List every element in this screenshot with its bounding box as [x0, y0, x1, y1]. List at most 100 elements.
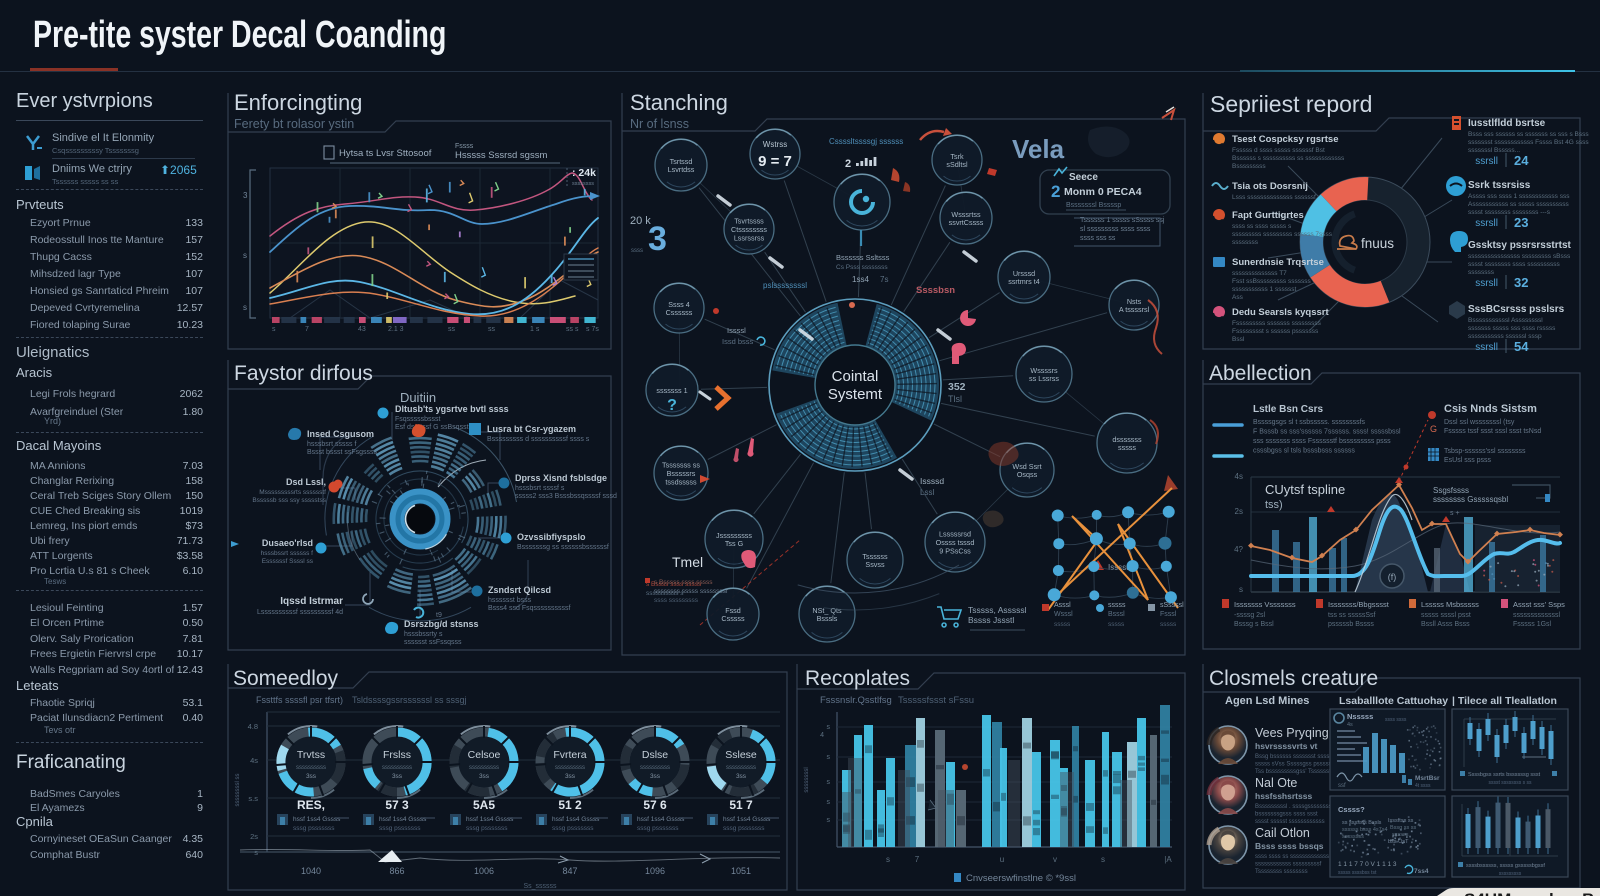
svg-text:s: s — [1101, 855, 1105, 864]
svg-text:Bssssgsgs sl t ssbsssss. sssss: Bssssgsgs sl t ssbsssss. ssssssssfs — [1253, 419, 1366, 426]
svg-text:Fsst ssBsssssssss sssssss: Fsst ssBsssssssss sssssss — [1232, 278, 1311, 285]
svg-text:ssssssssss: ssssssssss — [555, 765, 585, 771]
svg-text:Lssssssssssf sssssssssf 4d: Lssssssssssf sssssssssf 4d — [257, 609, 343, 616]
svg-text:sSdltsl: sSdltsl — [946, 160, 968, 169]
svg-text:sssst ssssssss s ss: sssst ssssssss s ss — [1488, 780, 1532, 786]
svg-text:hsvrssssvrts vt: hsvrssssvrts vt — [1255, 741, 1318, 751]
svg-text:Lssl: Lssl — [920, 488, 934, 497]
svg-text:ssssssss: ssssssss — [1232, 239, 1259, 246]
svg-text:hssf 1ss4 Gssss: hssf 1ss4 Gssss — [293, 816, 341, 823]
svg-text:sssg psssssss: sssg psssssss — [637, 825, 679, 832]
svg-text:43: 43 — [358, 326, 366, 333]
svg-text:Ssss 4: Ssss 4 — [668, 300, 690, 309]
svg-text:sssssssssssssl: sssssssssssssl — [1513, 612, 1561, 619]
svg-text:hsssbsrt sssss f: hsssbsrt sssss f — [307, 441, 356, 448]
svg-text:Sepriiest repord: Sepriiest repord — [1210, 91, 1372, 117]
svg-text:ssss sssssssss: ssss sssssssss — [654, 597, 699, 604]
svg-text:sssssssss: sssssssss — [1499, 871, 1522, 877]
svg-text:Dprss Xisnd fsblsdge: Dprss Xisnd fsblsdge — [515, 473, 607, 483]
svg-text:7ss4: 7ss4 — [1414, 868, 1429, 875]
svg-text:ssssssssl ss: ssssssssl ss — [235, 774, 241, 807]
svg-text:ss Lssrss: ss Lssrss — [1029, 374, 1059, 383]
svg-text:S4UM ss sl ss Bss All: S4UM ss sl ss Bss All — [1464, 890, 1600, 896]
svg-text:ssrsll: ssrsll — [1475, 218, 1498, 229]
svg-text:ssss ssss: ssss ssss — [1385, 717, 1407, 723]
svg-text:1 1 1 7 7 0 V 1 1 1 3: 1 1 1 7 7 0 V 1 1 1 3 — [1338, 861, 1397, 868]
svg-text:Gssktsy pssrsrsstrtst: Gssktsy pssrsrsstrtst — [1468, 240, 1572, 251]
svg-text:sssss: sssss — [1108, 602, 1126, 609]
svg-text:Monm 0 PECA4: Monm 0 PECA4 — [1064, 186, 1142, 198]
svg-text:9 PSsCss: 9 PSsCss — [939, 547, 971, 556]
svg-text:Lusra bt Csr-ygazem: Lusra bt Csr-ygazem — [487, 424, 576, 434]
svg-text:Bsssssb sss ssy ssssstss: Bsssssb sss ssy ssssstss — [252, 497, 326, 504]
svg-text:Bsssssssss d ssssssssssf ssss: Bsssssssss d ssssssssssf ssss s — [487, 436, 590, 443]
svg-text:ssssssssss: ssssssssss — [382, 765, 412, 771]
svg-text:s: s — [243, 251, 247, 260]
svg-text:Dedu Searsls kyqssrt: Dedu Searsls kyqssrt — [1232, 307, 1329, 318]
svg-text:ssssssss: ssssssss — [572, 181, 594, 187]
svg-text:tss): tss) — [1265, 499, 1283, 511]
svg-text:Ferety bt rolasor ystin: Ferety bt rolasor ystin — [234, 117, 354, 131]
svg-text:hsssbssrty s: hsssbssrty s — [404, 631, 443, 638]
svg-text:1006: 1006 — [474, 866, 494, 876]
svg-text:3ss: 3ss — [392, 773, 403, 780]
svg-text:SssBCsrsss psslsrs: SssBCsrsss psslsrs — [1468, 304, 1565, 315]
svg-text:Tsssssfssst sFssu: Tsssssfssst sFssu — [898, 695, 974, 706]
svg-text:sssss: sssss — [1118, 443, 1136, 452]
svg-text:hssfsshsrtsss: hssfsshsrtsss — [1255, 791, 1312, 801]
svg-text:Fsssnslr.Qsstlfsg: Fsssnslr.Qsstlfsg — [820, 695, 892, 706]
svg-text:Bsssssssssssl Assssssssl: Bsssssssssssl Assssssssl — [1468, 317, 1543, 324]
svg-text:3ss: 3ss — [479, 773, 490, 780]
svg-text:Vela: Vela — [1012, 134, 1065, 164]
svg-text:1ss4: 1ss4 — [852, 275, 869, 284]
svg-text:ssssssssss: ssssssssss — [726, 765, 756, 771]
svg-text:24: 24 — [1514, 153, 1529, 168]
svg-text:s: s — [827, 754, 831, 761]
svg-text:ssrsll: ssrsll — [1475, 156, 1498, 167]
svg-text:Csis Nnds Sistsm: Csis Nnds Sistsm — [1444, 403, 1537, 415]
svg-text:bss OsT: bss OsT — [1388, 839, 1409, 845]
svg-text:Hytsa ts Lvsr Sttosoof: Hytsa ts Lvsr Sttosoof — [339, 148, 432, 159]
svg-text:Tlsl: Tlsl — [948, 394, 962, 404]
svg-text:Bsssssssssl . ssssgsssssssss: Bsssssssssl . ssssgsssssssss — [1255, 804, 1335, 810]
svg-text:2.1 3: 2.1 3 — [388, 326, 404, 333]
svg-text:Assst sss' Ssps: Assst sss' Ssps — [1513, 600, 1565, 609]
svg-text:s: s — [243, 303, 247, 312]
svg-text:Bsssg s Bssl: Bsssg s Bssl — [1234, 621, 1274, 628]
svg-text:23: 23 — [1514, 215, 1528, 230]
svg-text:sssss sVss Sssssgss pssssssss: sssss sVss Sssssgss psssssssss — [1255, 762, 1344, 768]
svg-text:Hsssss Sssrsd sgssm: Hsssss Sssrsd sgssm — [455, 150, 547, 161]
svg-text:NSt_ Qts: NSt_ Qts — [812, 606, 842, 615]
svg-text:ssssss bsss 4s7s4: ssssss bsss 4s7s4 — [1342, 827, 1388, 833]
svg-text:Someedloy: Someedloy — [233, 667, 339, 690]
svg-text:1 s: 1 s — [530, 326, 540, 333]
svg-text:Systemt: Systemt — [828, 386, 883, 403]
svg-text:hssf 1ss4 Gssss: hssf 1ss4 Gssss — [552, 816, 600, 823]
svg-text:Wstrss: Wstrss — [763, 140, 787, 149]
svg-text:ssssssssss: ssssssssss — [296, 765, 326, 771]
svg-text:Faystor dirfous: Faystor dirfous — [234, 362, 373, 385]
svg-text:866: 866 — [389, 866, 404, 876]
svg-text:Vees Pryqing: Vees Pryqing — [1255, 726, 1329, 740]
svg-text:Ssvss: Ssvss — [865, 560, 885, 569]
svg-text:4t ssss: 4t ssss — [1415, 783, 1431, 789]
svg-text:?: ? — [667, 397, 677, 414]
svg-text:Fsssss d ssss sssss ssssssf: Fsssss d ssss sssss ssssssf Bst — [1232, 147, 1325, 154]
svg-text:F Bsssb ss sss'ssssss 7ssssss: F Bsssb ss sss'ssssss 7ssssss. ssss! sss… — [1253, 429, 1401, 436]
svg-text:Fssttfs ssssfl psr tfsrt): Fssttfs ssssfl psr tfsrt) — [256, 695, 343, 705]
svg-text:ssrsll: ssrsll — [1475, 278, 1498, 289]
svg-text:57 3: 57 3 — [385, 798, 409, 812]
svg-text:Dssl ssl wsssssssl (tsy: Dssl ssl wsssssssl (tsy — [1444, 419, 1515, 426]
svg-text:Csssss: Csssss — [721, 614, 745, 623]
svg-text:Nr of lsnss: Nr of lsnss — [630, 117, 689, 131]
svg-text:Dusaeo'rlsd: Dusaeo'rlsd — [262, 538, 313, 548]
svg-text:ssssssss: ssssssss — [1342, 834, 1364, 840]
svg-text:hsssbsrt ssssf s: hsssbsrt ssssf s — [515, 485, 565, 492]
svg-text:7: 7 — [915, 855, 920, 864]
svg-text:Iusstlfldd bsrtse: Iusstlfldd bsrtse — [1468, 118, 1546, 129]
svg-text:G: G — [1430, 424, 1437, 434]
svg-text:(f): (f) — [1388, 572, 1397, 582]
svg-text:Ssgsfssss: Ssgsfssss — [1433, 486, 1469, 495]
svg-text:Ssssbsn: Ssssbsn — [916, 285, 955, 296]
svg-text:Fsssss tssf ssst sssl ssst t: Fsssss tssf ssst sssl ssst tsNsd — [1444, 428, 1541, 435]
